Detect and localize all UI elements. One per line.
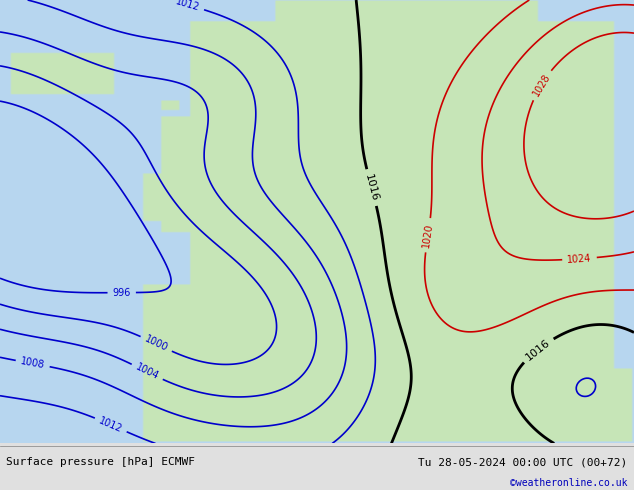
Text: ©weatheronline.co.uk: ©weatheronline.co.uk [510, 478, 628, 488]
Text: 1016: 1016 [524, 337, 552, 362]
Text: Tu 28-05-2024 00:00 UTC (00+72): Tu 28-05-2024 00:00 UTC (00+72) [418, 458, 628, 467]
Text: 996: 996 [112, 288, 131, 298]
Text: 1004: 1004 [134, 362, 160, 382]
Text: 1020: 1020 [422, 222, 435, 248]
Text: 1012: 1012 [98, 416, 124, 434]
Text: 1016: 1016 [363, 173, 380, 202]
Text: 1008: 1008 [20, 356, 46, 370]
Text: 1000: 1000 [143, 334, 169, 354]
Text: 1028: 1028 [531, 72, 552, 98]
Text: 1012: 1012 [174, 0, 201, 13]
Text: Surface pressure [hPa] ECMWF: Surface pressure [hPa] ECMWF [6, 458, 195, 467]
Text: 1024: 1024 [567, 253, 592, 265]
